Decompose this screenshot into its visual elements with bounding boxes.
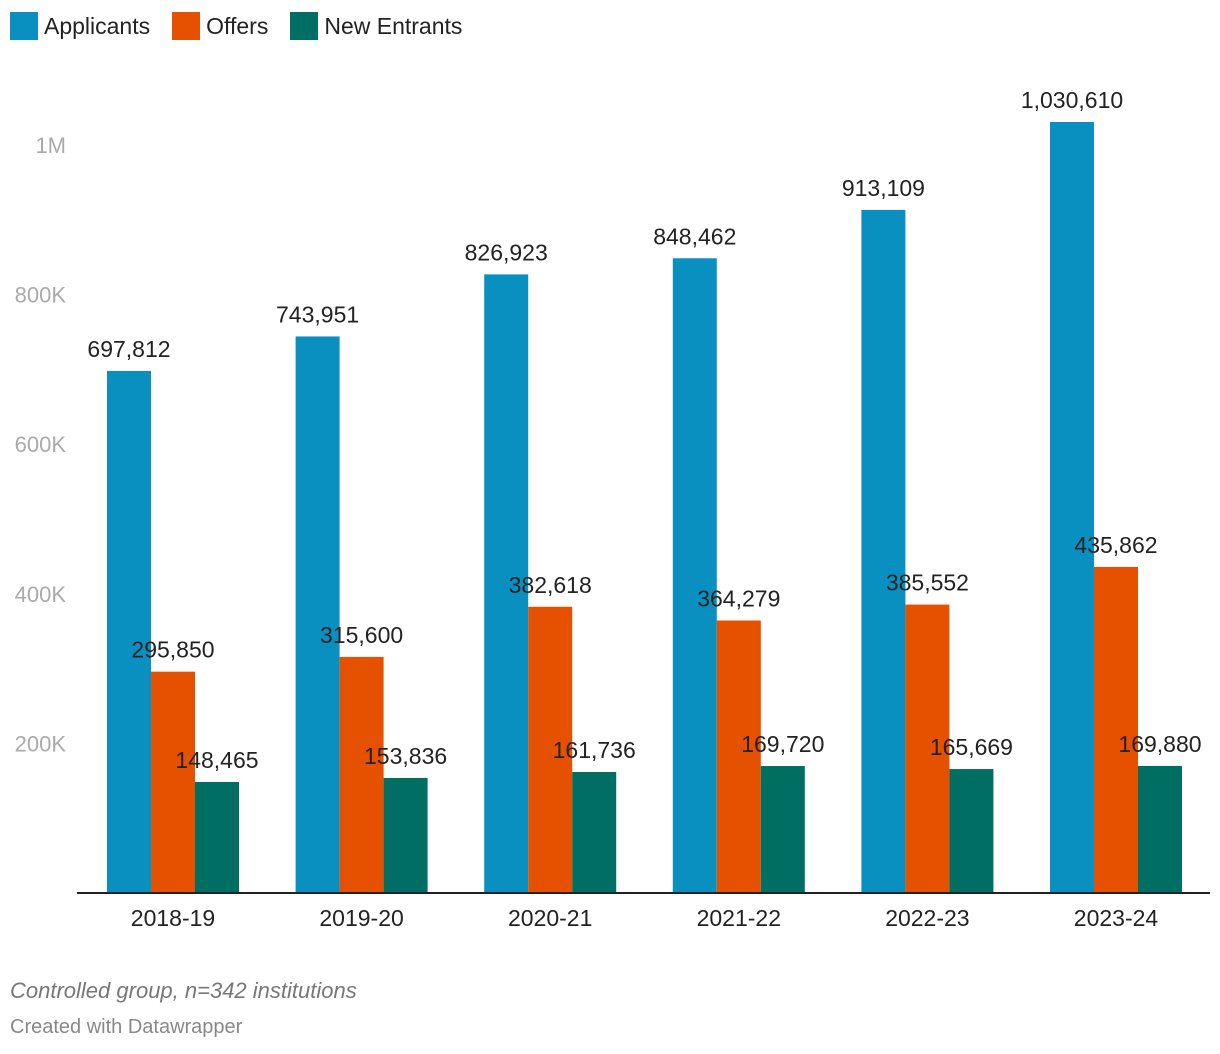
legend-label-offers: Offers <box>206 12 269 39</box>
data-label-offers-2023-24: 435,862 <box>1074 532 1157 558</box>
legend-item-applicants: Applicants <box>10 12 150 40</box>
data-label-offers-2021-22: 364,279 <box>697 585 780 611</box>
bar-applicants-2020-21 <box>484 274 529 893</box>
bar-applicants-2021-22 <box>672 258 717 894</box>
y-tick-label-800k: 800K <box>15 283 67 308</box>
bar-offers-2019-20 <box>339 656 384 893</box>
data-label-applicants-2019-20: 743,951 <box>276 301 359 327</box>
bar-new-entrants-2019-20 <box>383 777 428 893</box>
y-tick-label-600k: 600K <box>15 432 67 457</box>
data-label-applicants-2018-19: 697,812 <box>87 336 170 362</box>
x-tick-label-2023-24: 2023-24 <box>1074 905 1159 931</box>
y-tick-label-400k: 400K <box>15 582 67 607</box>
y-tick-label-200k: 200K <box>15 731 67 756</box>
bar-applicants-2022-23 <box>861 209 906 893</box>
data-label-offers-2018-19: 295,850 <box>131 637 214 663</box>
x-tick-label-2021-22: 2021-22 <box>697 905 781 931</box>
legend-swatch-applicants <box>10 12 38 40</box>
data-label-new-entrants-2022-23: 165,669 <box>930 734 1013 760</box>
data-label-applicants-2021-22: 848,462 <box>653 223 736 249</box>
bar-new-entrants-2022-23 <box>949 769 994 893</box>
legend-swatch-new-entrants <box>290 12 319 40</box>
legend-label-applicants: Applicants <box>44 12 151 39</box>
data-label-offers-2020-21: 382,618 <box>509 572 592 598</box>
data-label-applicants-2022-23: 913,109 <box>842 175 925 201</box>
data-label-new-entrants-2020-21: 161,736 <box>553 737 636 763</box>
bar-new-entrants-2018-19 <box>195 781 239 893</box>
data-label-offers-2022-23: 385,552 <box>886 570 969 596</box>
bar-offers-2022-23 <box>905 604 950 893</box>
legend-item-new-entrants: New Entrants <box>290 12 462 40</box>
bar-new-entrants-2021-22 <box>760 766 805 893</box>
bar-offers-2020-21 <box>528 606 573 893</box>
x-tick-label-2020-21: 2020-21 <box>508 905 592 931</box>
chart-notes: Controlled group, n=342 institutions <box>10 978 357 1003</box>
data-label-new-entrants-2023-24: 169,880 <box>1118 731 1201 757</box>
bar-applicants-2019-20 <box>295 336 340 893</box>
chart-credit: Created with Datawrapper <box>10 1016 243 1038</box>
bar-chart: 200K 400K 600K 800K 1M 697,812 295,850 148,465 2… <box>15 87 1210 931</box>
y-tick-label-1m: 1M <box>35 133 66 158</box>
data-label-new-entrants-2018-19: 148,465 <box>175 747 258 773</box>
data-label-applicants-2023-24: 1,030,610 <box>1021 87 1123 113</box>
x-tick-label-2019-20: 2019-20 <box>319 905 403 931</box>
bar-applicants-2018-19 <box>107 370 151 893</box>
bar-applicants-2023-24 <box>1050 122 1094 893</box>
data-label-applicants-2020-21: 826,923 <box>465 239 548 265</box>
legend-item-offers: Offers <box>172 12 268 40</box>
bar-offers-2018-19 <box>151 671 195 893</box>
bar-offers-2021-22 <box>716 620 761 893</box>
bar-new-entrants-2020-21 <box>572 772 617 893</box>
bar-offers-2023-24 <box>1094 566 1138 893</box>
data-label-offers-2019-20: 315,600 <box>320 622 403 648</box>
data-label-new-entrants-2021-22: 169,720 <box>741 731 824 757</box>
chart-legend: Applicants Offers New Entrants <box>10 12 484 40</box>
x-tick-label-2018-19: 2018-19 <box>131 905 215 931</box>
bar-new-entrants-2023-24 <box>1138 765 1182 893</box>
legend-label-new-entrants: New Entrants <box>324 12 463 39</box>
data-label-new-entrants-2019-20: 153,836 <box>364 743 447 769</box>
x-tick-label-2022-23: 2022-23 <box>885 905 969 931</box>
legend-swatch-offers <box>172 12 201 40</box>
